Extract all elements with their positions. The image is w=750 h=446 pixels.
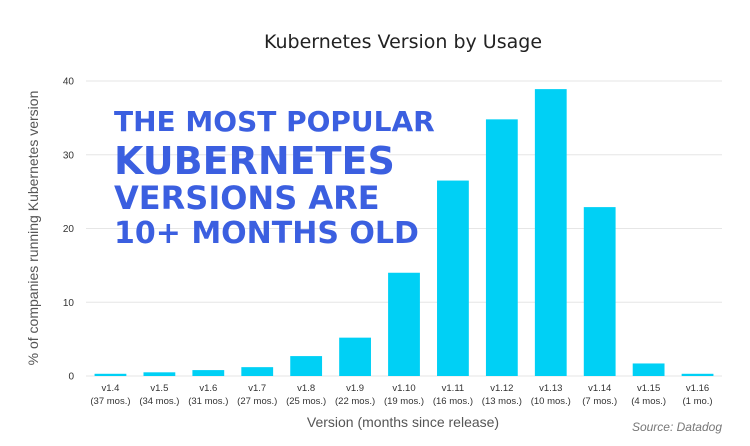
- x-tick-sublabel: (10 mos.): [531, 396, 571, 407]
- x-tick-sublabel: (16 mos.): [433, 396, 473, 407]
- bar-v1-16: [681, 373, 714, 376]
- y-tick-label: 30: [63, 150, 75, 161]
- x-tick-label: v1.11: [442, 383, 465, 394]
- x-tick-sublabel: (34 mos.): [139, 396, 179, 407]
- bar-v1-10: [388, 272, 420, 376]
- bar-v1-4: [94, 373, 127, 376]
- bar-v1-9: [339, 337, 371, 376]
- bar-v1-5: [143, 372, 176, 376]
- x-tick-label: v1.16: [686, 383, 709, 394]
- x-tick-sublabel: (4 mos.): [631, 396, 666, 407]
- source-note: Source: Datadog: [632, 420, 722, 434]
- bar-v1-13: [534, 89, 567, 377]
- x-axis-ticks: v1.4 (37 mos.) v1.5 (34 mos.) v1.6 (31 mos.) v…: [90, 383, 712, 407]
- x-tick-sublabel: (13 mos.): [482, 396, 522, 407]
- x-tick-label: v1.9: [346, 383, 364, 394]
- x-tick-label: v1.13: [539, 383, 562, 394]
- y-tick-label: 40: [63, 77, 75, 88]
- x-tick-sublabel: (25 mos.): [286, 396, 326, 407]
- gridlines: [86, 80, 722, 377]
- bar-v1-6: [192, 370, 225, 376]
- y-axis-ticks: 0 10 20 30 40: [63, 77, 75, 383]
- bar-v1-11: [437, 180, 469, 376]
- callout-line-3: VERSIONS ARE: [114, 179, 380, 217]
- y-tick-label: 10: [63, 298, 75, 309]
- x-tick-sublabel: (27 mos.): [237, 396, 277, 407]
- x-tick-label: v1.14: [588, 383, 611, 394]
- x-tick-label: v1.6: [199, 383, 217, 394]
- x-tick-label: v1.12: [490, 383, 513, 394]
- x-tick-label: v1.4: [101, 383, 119, 394]
- x-axis-label: Version (months since release): [307, 414, 499, 430]
- y-tick-label: 20: [63, 224, 75, 235]
- x-tick-label: v1.7: [248, 383, 266, 394]
- callout-annotation: THE MOST POPULAR KUBERNETES VERSIONS ARE…: [114, 105, 435, 251]
- x-tick-sublabel: (22 mos.): [335, 396, 375, 407]
- bars: [94, 89, 714, 377]
- x-tick-sublabel: (37 mos.): [90, 396, 130, 407]
- callout-line-1: THE MOST POPULAR: [114, 105, 435, 138]
- x-tick-sublabel: (31 mos.): [188, 396, 228, 407]
- x-tick-label: v1.10: [392, 383, 415, 394]
- x-tick-label: v1.8: [297, 383, 315, 394]
- x-tick-sublabel: (1 mo.): [682, 396, 712, 407]
- x-tick-sublabel: (19 mos.): [384, 396, 424, 407]
- x-tick-label: v1.15: [637, 383, 660, 394]
- bar-v1-14: [583, 207, 616, 376]
- chart-title: Kubernetes Version by Usage: [264, 31, 542, 53]
- bar-v1-8: [290, 356, 323, 376]
- bar-v1-12: [485, 119, 518, 376]
- y-axis-label: % of companies running Kubernetes versio…: [25, 91, 41, 366]
- bar-v1-7: [241, 367, 274, 376]
- x-tick-label: v1.5: [150, 383, 168, 394]
- callout-line-2: KUBERNETES: [114, 139, 395, 183]
- bar-v1-15: [632, 363, 665, 376]
- y-tick-label: 0: [68, 372, 74, 383]
- callout-line-4: 10+ MONTHS OLD: [114, 216, 419, 251]
- x-tick-sublabel: (7 mos.): [582, 396, 617, 407]
